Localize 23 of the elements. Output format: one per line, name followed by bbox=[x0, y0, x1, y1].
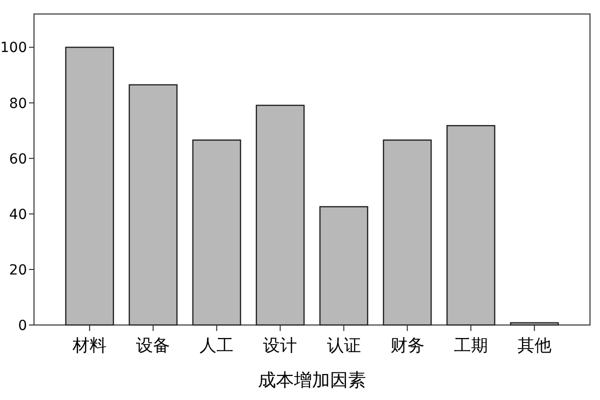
bar bbox=[65, 46, 114, 326]
bar bbox=[192, 139, 242, 326]
y-tick-label: 40 bbox=[9, 206, 27, 223]
bar bbox=[256, 104, 305, 326]
bar bbox=[382, 139, 432, 326]
x-tick-label: 设计 bbox=[263, 336, 298, 356]
y-tick-label: 20 bbox=[9, 262, 27, 278]
x-tick-label: 材料 bbox=[72, 336, 107, 356]
x-tick-label: 工期 bbox=[454, 336, 488, 356]
x-tick-label: 人工 bbox=[200, 336, 234, 356]
x-tick-label: 财务 bbox=[390, 336, 424, 356]
x-tick-label: 设备 bbox=[136, 336, 170, 356]
bar bbox=[510, 322, 559, 326]
x-axis-title: 成本增加因素 bbox=[258, 370, 366, 391]
y-tick-label: 0 bbox=[18, 318, 27, 334]
bar bbox=[446, 125, 496, 326]
x-tick-label: 认证 bbox=[326, 336, 361, 356]
bar bbox=[319, 206, 368, 326]
y-tick-label: 100 bbox=[0, 40, 27, 56]
y-tick-label: 60 bbox=[9, 151, 27, 168]
x-tick-label: 其他 bbox=[517, 336, 552, 356]
y-tick-label: 80 bbox=[9, 96, 27, 112]
bar bbox=[128, 84, 178, 326]
